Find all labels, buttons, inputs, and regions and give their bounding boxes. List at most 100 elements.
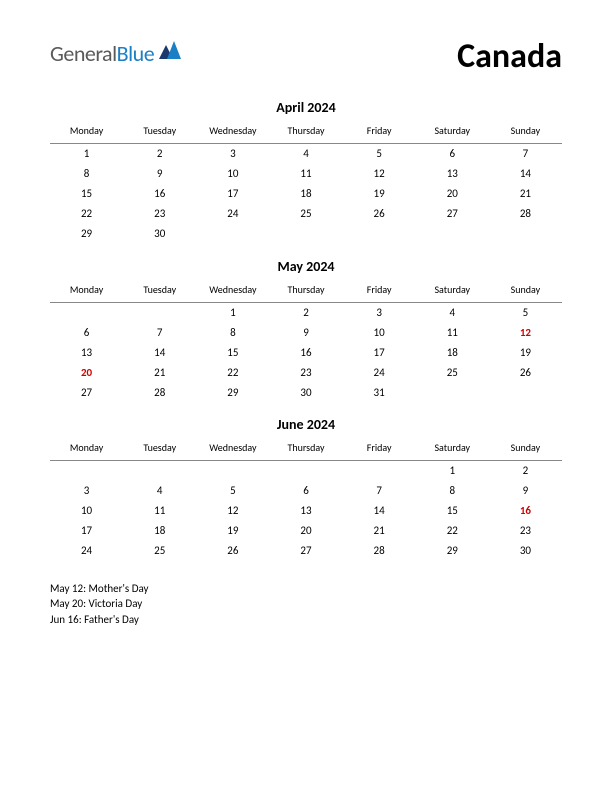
day-header: Friday (343, 279, 416, 303)
calendar-week: 12345 (50, 302, 562, 322)
calendar-day: 30 (269, 382, 342, 402)
calendar-week: 22232425262728 (50, 204, 562, 224)
calendar-day: 29 (50, 224, 123, 244)
calendar-day (50, 461, 123, 481)
calendar-day: 7 (343, 481, 416, 501)
calendar-day: 11 (416, 322, 489, 342)
calendar-day: 1 (196, 302, 269, 322)
day-header: Saturday (416, 120, 489, 144)
calendar-day: 29 (416, 541, 489, 561)
calendar-day: 1 (50, 144, 123, 164)
calendar-day: 2 (489, 461, 562, 481)
logo-text-blue: Blue (117, 40, 155, 67)
calendar-day: 25 (269, 204, 342, 224)
calendar-day: 7 (489, 144, 562, 164)
calendar-day (123, 302, 196, 322)
calendar-day: 31 (343, 382, 416, 402)
calendar-day: 1 (416, 461, 489, 481)
calendar-day: 14 (123, 342, 196, 362)
holiday-entry: May 12: Mother's Day (50, 581, 562, 597)
calendar-day: 16 (269, 342, 342, 362)
calendar-day: 19 (196, 521, 269, 541)
day-header: Wednesday (196, 279, 269, 303)
calendar-day: 20 (269, 521, 342, 541)
calendar-day: 6 (269, 481, 342, 501)
calendar-day: 4 (416, 302, 489, 322)
day-header: Thursday (269, 120, 342, 144)
calendar-week: 13141516171819 (50, 342, 562, 362)
calendar-day: 8 (50, 164, 123, 184)
day-header: Sunday (489, 279, 562, 303)
calendar-day (269, 461, 342, 481)
day-header: Wednesday (196, 437, 269, 461)
calendar-day: 24 (50, 541, 123, 561)
calendar-day: 13 (50, 342, 123, 362)
calendar-day: 3 (50, 481, 123, 501)
calendar-week: 6789101112 (50, 322, 562, 342)
calendar-table: MondayTuesdayWednesdayThursdayFridaySatu… (50, 279, 562, 403)
calendar-day: 2 (123, 144, 196, 164)
calendar-day: 28 (123, 382, 196, 402)
calendar-day: 14 (489, 164, 562, 184)
day-header: Monday (50, 120, 123, 144)
day-header: Sunday (489, 437, 562, 461)
calendar-day: 11 (269, 164, 342, 184)
calendar-day: 12 (196, 501, 269, 521)
calendar-day (489, 382, 562, 402)
calendar-day: 22 (196, 362, 269, 382)
calendar-day: 21 (123, 362, 196, 382)
calendar-week: 17181920212223 (50, 521, 562, 541)
day-header: Monday (50, 279, 123, 303)
calendar-day: 23 (489, 521, 562, 541)
calendar-day: 29 (196, 382, 269, 402)
calendar-day: 27 (269, 541, 342, 561)
header: GeneralBlue Canada (50, 40, 562, 77)
calendar-week: 24252627282930 (50, 541, 562, 561)
calendar-day: 24 (196, 204, 269, 224)
day-header: Tuesday (123, 120, 196, 144)
day-header: Thursday (269, 279, 342, 303)
calendar-day: 25 (123, 541, 196, 561)
calendar-day: 26 (196, 541, 269, 561)
calendar-day: 4 (269, 144, 342, 164)
day-header: Monday (50, 437, 123, 461)
calendar-day: 3 (343, 302, 416, 322)
calendar-day: 11 (123, 501, 196, 521)
calendar-day: 22 (50, 204, 123, 224)
calendar-day (416, 224, 489, 244)
calendar-week: 1234567 (50, 144, 562, 164)
calendar-month: May 2024 MondayTuesdayWednesdayThursdayFr… (50, 258, 562, 403)
calendar-day: 16 (123, 184, 196, 204)
calendar-week: 891011121314 (50, 164, 562, 184)
calendar-month: June 2024 MondayTuesdayWednesdayThursdayF… (50, 416, 562, 561)
day-header: Thursday (269, 437, 342, 461)
calendar-day: 18 (123, 521, 196, 541)
calendar-day: 19 (489, 342, 562, 362)
calendar-day: 15 (196, 342, 269, 362)
calendar-day: 15 (50, 184, 123, 204)
logo-icon (159, 41, 181, 64)
day-header: Tuesday (123, 279, 196, 303)
holiday-entry: Jun 16: Father's Day (50, 612, 562, 628)
calendar-day: 12 (489, 322, 562, 342)
calendar-day: 30 (489, 541, 562, 561)
month-title: May 2024 (50, 258, 562, 275)
calendar-day (489, 224, 562, 244)
calendar-day: 17 (196, 184, 269, 204)
day-header: Sunday (489, 120, 562, 144)
day-header: Tuesday (123, 437, 196, 461)
calendar-day (269, 224, 342, 244)
month-title: June 2024 (50, 416, 562, 433)
calendar-day: 9 (123, 164, 196, 184)
calendar-day: 9 (269, 322, 342, 342)
calendar-day: 26 (489, 362, 562, 382)
calendar-day: 5 (489, 302, 562, 322)
calendar-day: 2 (269, 302, 342, 322)
calendar-day: 17 (50, 521, 123, 541)
calendar-day: 17 (343, 342, 416, 362)
page-title: Canada (457, 36, 562, 77)
calendar-day: 18 (416, 342, 489, 362)
calendar-day: 14 (343, 501, 416, 521)
calendar-day: 10 (196, 164, 269, 184)
day-header: Friday (343, 437, 416, 461)
